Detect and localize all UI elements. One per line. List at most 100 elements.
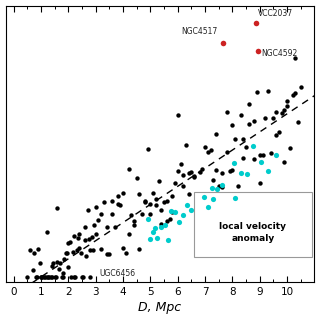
Point xyxy=(282,108,287,113)
Point xyxy=(298,84,303,89)
Point xyxy=(192,173,197,179)
Point xyxy=(203,144,208,149)
Point xyxy=(59,275,64,280)
Point xyxy=(183,143,188,148)
Point xyxy=(246,101,252,106)
Point xyxy=(88,248,93,253)
Point xyxy=(101,199,107,204)
Point xyxy=(56,267,61,272)
Point xyxy=(276,130,282,135)
Point xyxy=(231,160,236,165)
Point xyxy=(252,156,257,161)
X-axis label: D, Mpc: D, Mpc xyxy=(139,301,181,315)
Point xyxy=(263,116,268,121)
Point xyxy=(153,196,158,202)
Point xyxy=(170,209,175,214)
Point xyxy=(132,222,137,227)
Point xyxy=(134,176,139,181)
Point xyxy=(38,275,44,280)
Point xyxy=(92,222,97,228)
Point xyxy=(213,168,219,173)
Point xyxy=(189,207,194,212)
Point xyxy=(168,208,173,213)
Point xyxy=(284,99,290,104)
Point xyxy=(290,93,295,98)
Point xyxy=(227,168,232,173)
Point xyxy=(76,236,81,241)
Point xyxy=(177,219,182,224)
Point xyxy=(142,199,148,204)
Point xyxy=(274,109,279,115)
Point xyxy=(110,212,115,217)
Point xyxy=(99,247,104,252)
Point xyxy=(52,275,57,280)
Point xyxy=(235,209,240,214)
Point xyxy=(93,204,98,210)
Point xyxy=(282,159,287,164)
Point xyxy=(67,240,72,245)
Point xyxy=(55,205,60,210)
Point xyxy=(38,275,44,280)
Point xyxy=(126,232,131,237)
Point xyxy=(43,275,48,280)
Point xyxy=(145,146,150,151)
Point xyxy=(48,275,53,280)
Point xyxy=(104,224,109,229)
Point xyxy=(73,275,78,280)
Point xyxy=(137,192,142,197)
Point xyxy=(224,150,229,155)
Point xyxy=(55,260,60,265)
Point xyxy=(152,225,157,230)
Point xyxy=(293,56,298,61)
Point xyxy=(153,203,158,208)
Point xyxy=(81,274,86,279)
Point xyxy=(118,203,123,208)
Point xyxy=(241,155,246,160)
Point xyxy=(110,198,115,203)
Point xyxy=(66,240,71,245)
Point xyxy=(93,232,98,237)
Point xyxy=(68,275,74,280)
Point xyxy=(159,221,164,227)
Point xyxy=(25,275,30,280)
Point xyxy=(112,225,117,230)
Point xyxy=(224,197,229,202)
Point xyxy=(213,132,219,137)
Point xyxy=(181,212,186,217)
Point xyxy=(159,225,164,230)
Point xyxy=(126,166,131,172)
Point xyxy=(271,116,276,121)
Point xyxy=(148,237,153,242)
Point xyxy=(238,171,243,176)
Point xyxy=(155,236,160,241)
Point xyxy=(167,217,172,222)
Point xyxy=(115,194,120,199)
Point xyxy=(77,231,82,236)
Point xyxy=(33,275,38,280)
Point xyxy=(145,217,150,222)
Point xyxy=(82,237,87,243)
Point xyxy=(241,137,246,142)
Point xyxy=(65,250,70,255)
Text: UGC6456: UGC6456 xyxy=(100,268,136,277)
Point xyxy=(233,196,238,201)
Point xyxy=(148,212,153,217)
Point xyxy=(260,152,265,157)
Point xyxy=(85,208,90,213)
Point xyxy=(295,119,300,124)
Point xyxy=(192,174,197,180)
Point xyxy=(50,264,55,269)
Point xyxy=(284,103,290,108)
Point xyxy=(197,224,202,229)
Point xyxy=(274,132,279,137)
Point xyxy=(30,268,36,273)
Point xyxy=(151,190,156,196)
Point xyxy=(123,251,128,256)
Point xyxy=(88,275,93,280)
Point xyxy=(63,251,68,256)
Point xyxy=(246,121,252,126)
Point xyxy=(215,186,220,191)
Point xyxy=(156,178,161,183)
Point xyxy=(151,230,156,235)
Point xyxy=(172,210,178,215)
